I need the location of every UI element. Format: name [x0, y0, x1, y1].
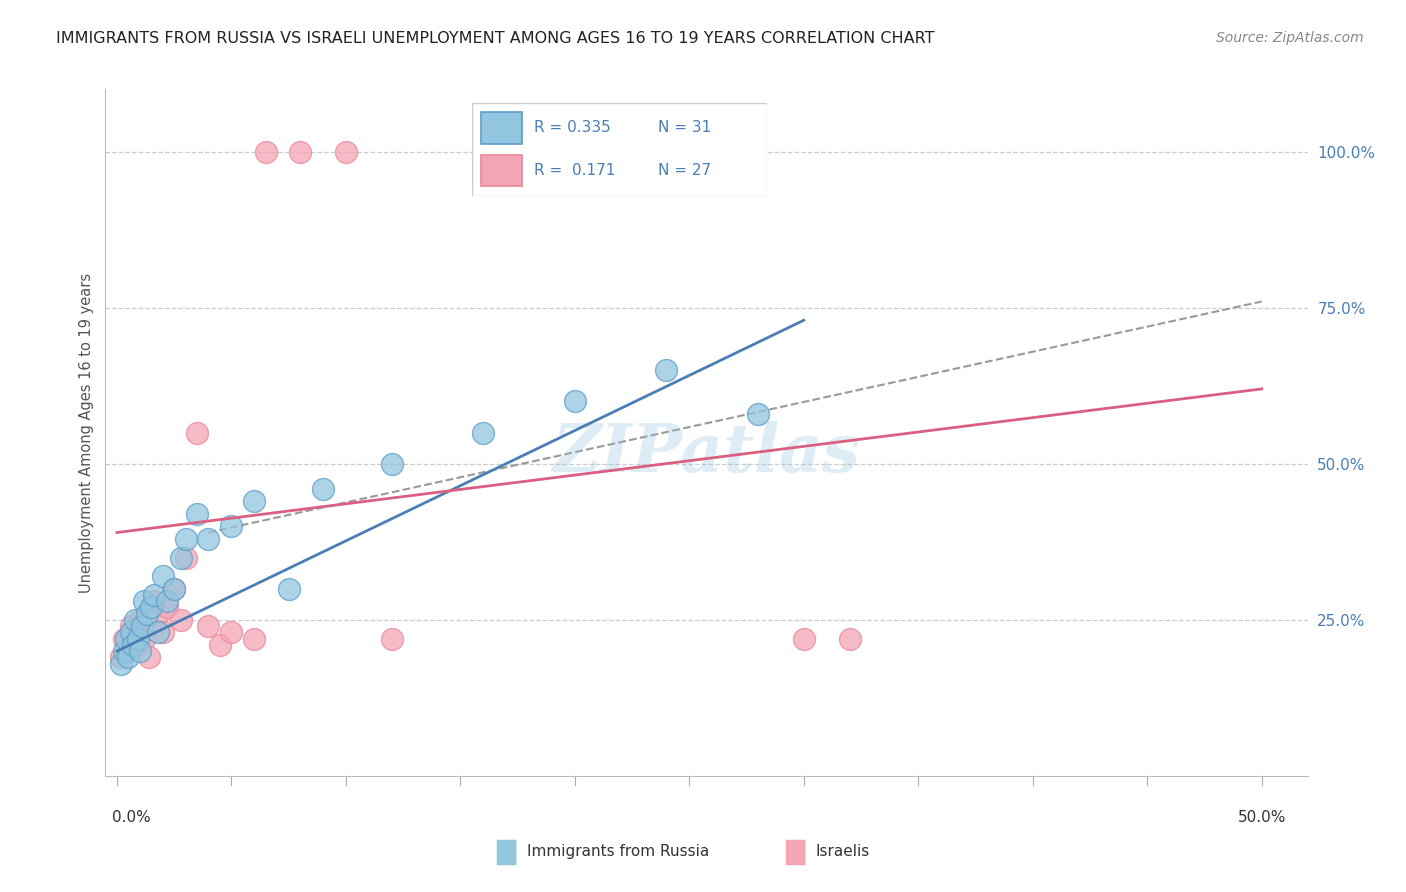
Y-axis label: Unemployment Among Ages 16 to 19 years: Unemployment Among Ages 16 to 19 years	[79, 273, 94, 592]
Point	[115, 632, 138, 646]
Point	[134, 594, 156, 608]
Text: 50.0%: 50.0%	[1237, 810, 1286, 825]
Point	[124, 638, 146, 652]
Point	[127, 632, 149, 646]
Point	[381, 457, 404, 471]
Point	[655, 363, 678, 377]
Text: █: █	[785, 839, 804, 864]
Point	[152, 625, 174, 640]
Point	[110, 657, 132, 671]
Point	[152, 569, 174, 583]
Point	[138, 650, 160, 665]
Text: IMMIGRANTS FROM RUSSIA VS ISRAELI UNEMPLOYMENT AMONG AGES 16 TO 19 YEARS CORRELA: IMMIGRANTS FROM RUSSIA VS ISRAELI UNEMPL…	[56, 31, 935, 46]
Point	[186, 425, 208, 440]
Point	[170, 613, 193, 627]
Point	[128, 644, 150, 658]
Text: █: █	[496, 839, 516, 864]
Point	[146, 625, 169, 640]
Point	[134, 632, 156, 646]
Point	[335, 145, 357, 159]
Point	[117, 650, 139, 665]
Point	[120, 625, 142, 640]
Point	[838, 632, 860, 646]
Point	[243, 494, 266, 508]
Point	[163, 582, 186, 596]
Text: Source: ZipAtlas.com: Source: ZipAtlas.com	[1216, 31, 1364, 45]
Text: ZIPatlas: ZIPatlas	[553, 421, 860, 486]
Point	[747, 407, 769, 421]
Point	[312, 482, 335, 496]
Point	[381, 632, 404, 646]
Point	[146, 607, 169, 621]
Point	[174, 550, 197, 565]
Point	[221, 625, 243, 640]
Point	[174, 532, 197, 546]
Point	[122, 638, 145, 652]
Point	[117, 644, 139, 658]
Point	[208, 638, 231, 652]
Point	[254, 145, 277, 159]
Point	[170, 550, 193, 565]
Text: Immigrants from Russia: Immigrants from Russia	[527, 845, 710, 859]
Point	[793, 632, 815, 646]
Point	[135, 607, 157, 621]
Point	[243, 632, 266, 646]
Point	[122, 625, 145, 640]
Point	[163, 582, 186, 596]
Point	[472, 425, 495, 440]
Point	[112, 632, 135, 646]
Point	[221, 519, 243, 533]
Point	[120, 619, 142, 633]
Point	[112, 644, 135, 658]
Point	[288, 145, 311, 159]
Point	[131, 619, 153, 633]
Point	[156, 594, 179, 608]
Point	[197, 619, 219, 633]
Point	[197, 532, 219, 546]
Point	[128, 613, 150, 627]
Point	[142, 594, 165, 608]
Point	[124, 613, 146, 627]
Point	[564, 394, 586, 409]
Text: 0.0%: 0.0%	[112, 810, 150, 825]
Point	[110, 650, 132, 665]
Text: Israelis: Israelis	[815, 845, 870, 859]
Point	[141, 600, 163, 615]
Point	[156, 600, 179, 615]
Point	[186, 507, 208, 521]
Point	[142, 588, 165, 602]
Point	[277, 582, 299, 596]
